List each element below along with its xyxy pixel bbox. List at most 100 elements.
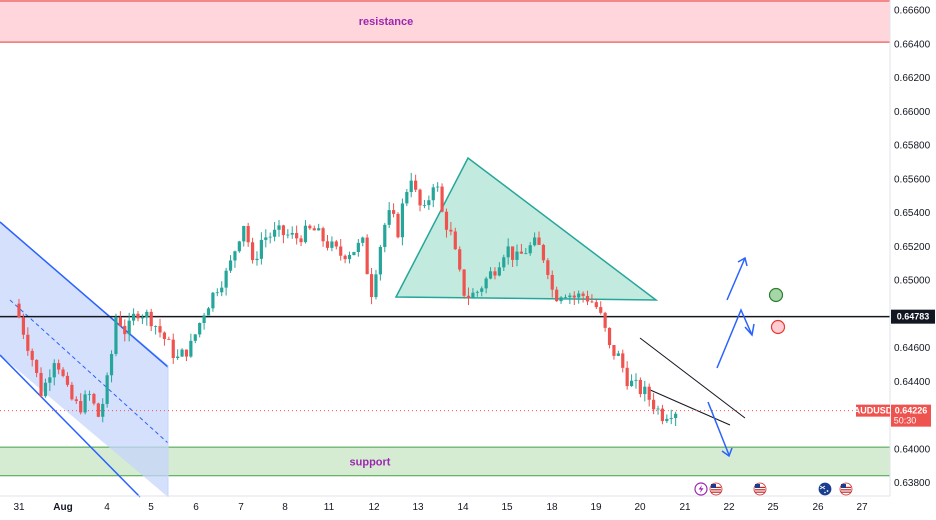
candle — [114, 313, 118, 357]
candle — [383, 222, 387, 253]
candle — [634, 373, 638, 389]
candle — [211, 291, 215, 312]
candle — [475, 290, 479, 297]
time-tick-label: 25 — [767, 502, 779, 513]
candle — [162, 331, 167, 346]
candle — [669, 409, 673, 425]
candle — [533, 232, 537, 247]
candle — [466, 287, 471, 306]
candle — [409, 172, 413, 198]
candle — [277, 220, 281, 237]
candle — [299, 235, 303, 247]
candle — [158, 318, 162, 338]
candle — [74, 396, 78, 404]
candle — [369, 267, 374, 305]
time-tick-label: 27 — [856, 502, 868, 513]
candle — [347, 251, 352, 264]
time-tick-label: 21 — [679, 502, 691, 513]
candle — [515, 244, 519, 267]
candle — [295, 225, 299, 245]
key-level-price-tag: 0.64783 — [891, 309, 935, 324]
candle — [550, 270, 554, 298]
bearish-target-circle[interactable] — [770, 319, 786, 335]
candle — [493, 267, 497, 280]
candle — [643, 380, 647, 402]
candle — [506, 238, 510, 265]
candle — [57, 359, 61, 375]
time-tick-label: 19 — [590, 502, 602, 513]
event-icons[interactable] — [694, 482, 853, 496]
wedge-lower-line — [647, 388, 731, 426]
candle — [193, 333, 197, 344]
resistance-zone[interactable]: resistance — [0, 0, 890, 43]
candle — [524, 248, 528, 255]
candle — [555, 286, 559, 302]
candle — [290, 226, 294, 239]
candle — [462, 269, 466, 299]
candle — [35, 359, 39, 378]
au-flag-icon[interactable] — [818, 482, 832, 496]
candle — [537, 231, 541, 246]
candle — [83, 390, 87, 415]
candle — [26, 327, 30, 356]
time-tick-label: 14 — [457, 502, 469, 513]
candle — [171, 333, 175, 364]
candle — [206, 306, 211, 316]
candle — [154, 325, 158, 335]
candle — [65, 372, 70, 387]
candle — [568, 292, 572, 305]
candle — [281, 224, 286, 244]
candle — [559, 296, 563, 304]
candle — [334, 239, 338, 250]
candle — [660, 404, 665, 425]
time-axis[interactable]: 31 Aug 4 5 6 7 8 11 12 13 14 15 18 19 20 21 22 25 26 27 — [0, 495, 890, 513]
us-flag-icon[interactable] — [839, 482, 853, 496]
key-level-tag-text: 0.64783 — [897, 312, 930, 322]
candle — [563, 294, 568, 299]
candle — [422, 200, 427, 209]
candle — [577, 290, 581, 304]
candle — [414, 174, 418, 193]
candle — [449, 222, 453, 236]
support-label: support — [350, 456, 391, 468]
time-tick-label: 11 — [324, 502, 335, 513]
forecast-path-down — [707, 401, 730, 456]
descending-channel[interactable] — [0, 221, 169, 498]
price-tick-label: 0.66200 — [894, 73, 931, 84]
candle — [286, 229, 290, 239]
bullish-target-circle[interactable] — [768, 287, 784, 303]
us-flag-icon[interactable] — [709, 482, 723, 496]
candle — [52, 359, 56, 386]
candle — [400, 198, 405, 246]
last-price-tag-text: 0.64226 — [895, 406, 928, 416]
price-tick-label: 0.65800 — [894, 141, 931, 152]
candle — [629, 374, 634, 387]
lightning-icon[interactable] — [694, 482, 708, 496]
us-flag-icon[interactable] — [753, 482, 767, 496]
candle — [391, 203, 396, 218]
candle — [87, 390, 92, 401]
time-tick-label: 6 — [193, 502, 199, 513]
price-tick-label: 0.66400 — [894, 39, 931, 50]
candle — [237, 240, 241, 253]
candle — [497, 262, 501, 277]
falling-wedge[interactable] — [639, 337, 746, 426]
forecast-arrowhead-down-right — [744, 323, 755, 337]
forecast-arrows — [707, 256, 755, 458]
candle — [572, 291, 576, 305]
candle — [488, 267, 493, 280]
time-tick-label: Aug — [53, 502, 72, 513]
candle — [365, 234, 369, 275]
candle — [440, 183, 444, 213]
candle — [652, 393, 656, 415]
channel-mid-line — [9, 299, 169, 444]
candle — [471, 288, 475, 299]
resistance-zone-fill — [0, 0, 890, 43]
candle — [444, 208, 449, 238]
candle — [131, 308, 136, 326]
time-tick-label: 22 — [723, 502, 735, 513]
time-tick-label: 18 — [546, 502, 558, 513]
price-tick-label: 0.64400 — [894, 377, 931, 388]
